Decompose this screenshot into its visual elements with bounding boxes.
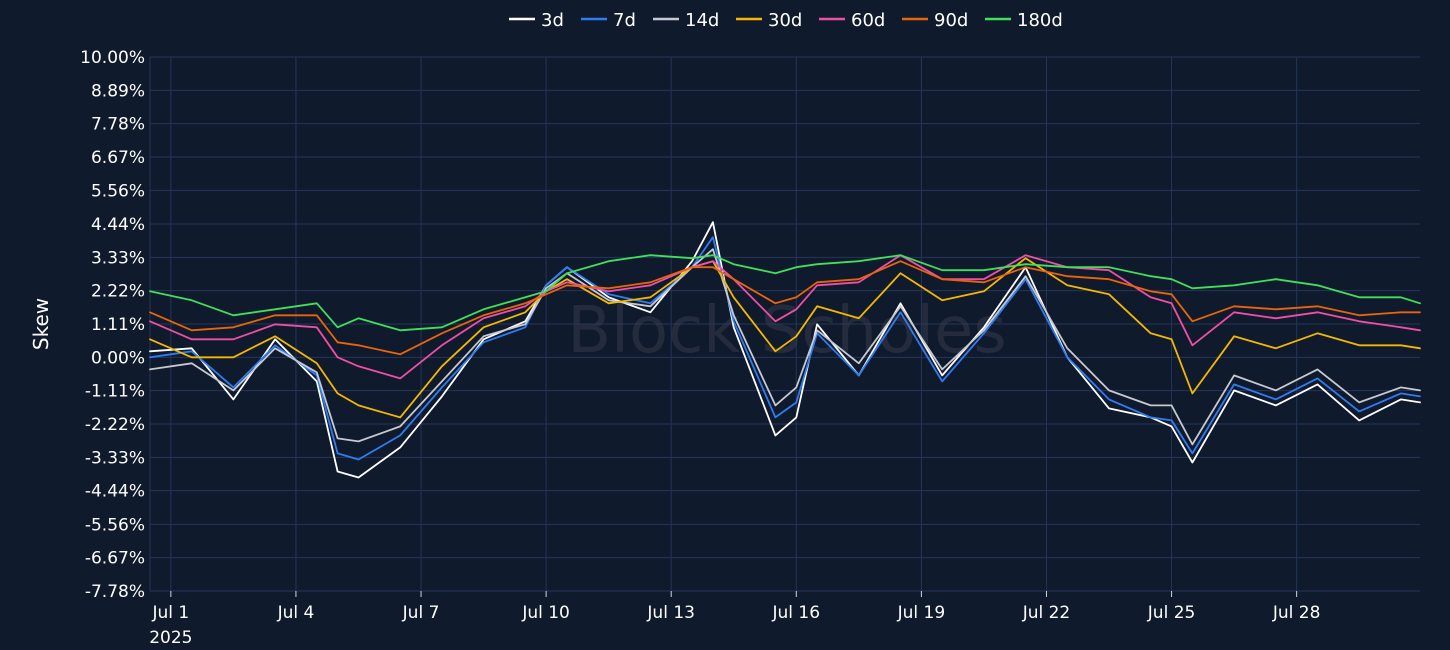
y-tick-label: -6.67%	[85, 549, 145, 569]
y-tick-label: -1.11%	[85, 382, 145, 402]
x-tick-label: Jul 22	[1022, 603, 1071, 623]
series-line-180d	[149, 254, 1421, 332]
grid	[149, 56, 1420, 592]
y-tick-label: 1.11%	[91, 315, 145, 335]
series-line-60d	[149, 254, 1421, 380]
y-tick-label: 0.00%	[91, 348, 145, 368]
y-tick-label: -7.78%	[85, 582, 145, 602]
y-tick-label: 4.44%	[91, 215, 145, 235]
y-tick-label: -4.44%	[85, 482, 145, 502]
series-line-7d	[149, 236, 1421, 461]
legend-label-14d: 14d	[685, 10, 719, 31]
y-tick-label: 8.89%	[91, 81, 145, 101]
y-axis-ticks: 10.00% 8.89% 7.78% 6.67% 5.56% 4.44% 3.33% 2.22…	[80, 48, 145, 602]
legend-label-90d: 90d	[934, 10, 968, 31]
y-tick-label: -3.33%	[85, 448, 145, 468]
y-tick-label: 10.00%	[80, 48, 145, 68]
y-axis-label: Skew	[29, 298, 53, 350]
legend-label-180d: 180d	[1017, 10, 1063, 31]
x-tick-label: Jul 10	[521, 603, 570, 623]
y-tick-label: 2.22%	[91, 282, 145, 302]
series-line-30d	[149, 257, 1421, 419]
y-tick-label: 6.67%	[91, 148, 145, 168]
y-tick-label: 5.56%	[91, 181, 145, 201]
series-line-90d	[149, 260, 1421, 356]
x-axis-ticks: Jul 1 2025 Jul 4 Jul 7 Jul 10 Jul 13 Jul 16 Jul…	[149, 591, 1320, 648]
x-tick-label: Jul 13	[646, 603, 695, 623]
legend-label-30d: 30d	[768, 10, 802, 31]
y-tick-label: -2.22%	[85, 415, 145, 435]
x-tick-label: Jul 19	[897, 603, 946, 623]
x-tick-label: Jul 28	[1272, 603, 1321, 623]
series-lines	[149, 221, 1421, 479]
x-tick-label: Jul 1	[151, 603, 189, 623]
y-tick-label: 7.78%	[91, 115, 145, 135]
watermark: Block Scholes	[567, 294, 1006, 368]
x-tick-label: Jul 7	[402, 603, 440, 623]
x-tick-label: Jul 25	[1147, 603, 1196, 623]
x-tick-label: Jul 4	[277, 603, 315, 623]
legend: 3d 7d 14d 30d 60d 90d 180d	[509, 10, 1063, 31]
legend-label-60d: 60d	[851, 10, 885, 31]
x-tick-label: Jul 16	[772, 603, 821, 623]
series-line-3d	[149, 221, 1421, 479]
legend-label-3d: 3d	[541, 10, 564, 31]
x-tick-sublabel: 2025	[149, 628, 192, 648]
y-tick-label: -5.56%	[85, 515, 145, 535]
series-line-14d	[149, 248, 1421, 446]
legend-label-7d: 7d	[613, 10, 636, 31]
y-tick-label: 3.33%	[91, 248, 145, 268]
